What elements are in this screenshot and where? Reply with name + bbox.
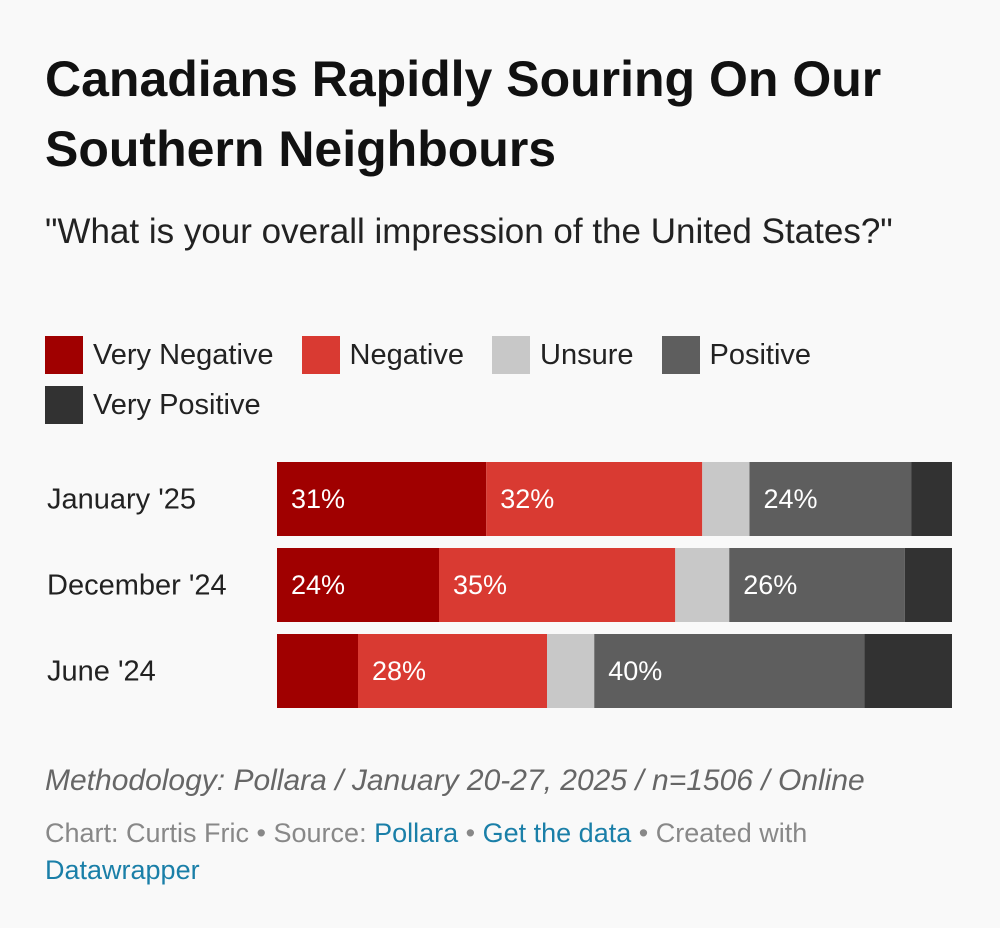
row-label: December '24 bbox=[47, 570, 227, 602]
value-label: 24% bbox=[764, 484, 818, 514]
value-label: 32% bbox=[500, 484, 554, 514]
value-label: 31% bbox=[291, 484, 345, 514]
source-label: Source: bbox=[273, 818, 367, 848]
methodology-note: Methodology: Pollara / January 20-27, 20… bbox=[45, 764, 865, 797]
footer: Chart: Curtis Fric • Source: Pollara • G… bbox=[45, 815, 945, 889]
legend-label: Negative bbox=[349, 338, 465, 371]
legend-swatch bbox=[45, 336, 83, 374]
bar-segment bbox=[358, 634, 547, 708]
bar-segment bbox=[439, 548, 676, 622]
legend-label: Positive bbox=[709, 338, 812, 371]
bar-segment bbox=[911, 462, 952, 536]
bar-segment bbox=[486, 462, 703, 536]
legend-label: Unsure bbox=[540, 338, 634, 371]
legend-swatch bbox=[492, 336, 531, 374]
separator: • bbox=[638, 818, 649, 848]
value-label: 24% bbox=[291, 570, 345, 600]
tool-link[interactable]: Datawrapper bbox=[45, 855, 200, 885]
chart: January '25 31% 32% 24% December '24 24% 35% 26… bbox=[47, 462, 952, 708]
credit: Chart: Curtis Fric bbox=[45, 818, 250, 848]
source-link[interactable]: Pollara bbox=[374, 818, 459, 848]
chart-subtitle: "What is your overall impression of the … bbox=[45, 212, 893, 251]
legend-item: Very Positive bbox=[45, 386, 261, 424]
value-label: 26% bbox=[743, 570, 797, 600]
bar-segment bbox=[277, 634, 358, 708]
legend-item: Unsure bbox=[492, 336, 634, 374]
legend-label: Very Positive bbox=[93, 388, 261, 421]
get-data-link[interactable]: Get the data bbox=[482, 818, 632, 848]
separator: • bbox=[256, 818, 266, 848]
bar-segment bbox=[702, 462, 750, 536]
bar-segment bbox=[749, 462, 912, 536]
row-label: January '25 bbox=[47, 484, 196, 516]
legend-swatch bbox=[661, 336, 700, 374]
value-label: 35% bbox=[453, 570, 507, 600]
bar-segment bbox=[729, 548, 905, 622]
chart-title: Canadians Rapidly Souring On Our Souther… bbox=[45, 51, 882, 177]
legend-swatch bbox=[301, 336, 340, 374]
bar-segment bbox=[904, 548, 952, 622]
legend: Very Negative Negative Unsure Positive Very … bbox=[45, 336, 955, 424]
legend-label: Very Negative bbox=[93, 338, 274, 371]
bar-segment bbox=[277, 462, 487, 536]
legend-item: Negative bbox=[301, 336, 465, 374]
created-with: Created with bbox=[655, 818, 808, 848]
legend-item: Very Negative bbox=[45, 336, 274, 374]
bar-segment bbox=[864, 634, 952, 708]
bar-segment bbox=[277, 548, 439, 622]
legend-swatch bbox=[45, 386, 83, 424]
value-label: 28% bbox=[372, 656, 426, 686]
row-label: June '24 bbox=[47, 656, 156, 688]
separator: • bbox=[465, 818, 476, 848]
bar-segment bbox=[594, 634, 865, 708]
bar-segment bbox=[547, 634, 595, 708]
legend-item: Positive bbox=[661, 336, 812, 374]
value-label: 40% bbox=[608, 656, 662, 686]
bar-segment bbox=[675, 548, 730, 622]
